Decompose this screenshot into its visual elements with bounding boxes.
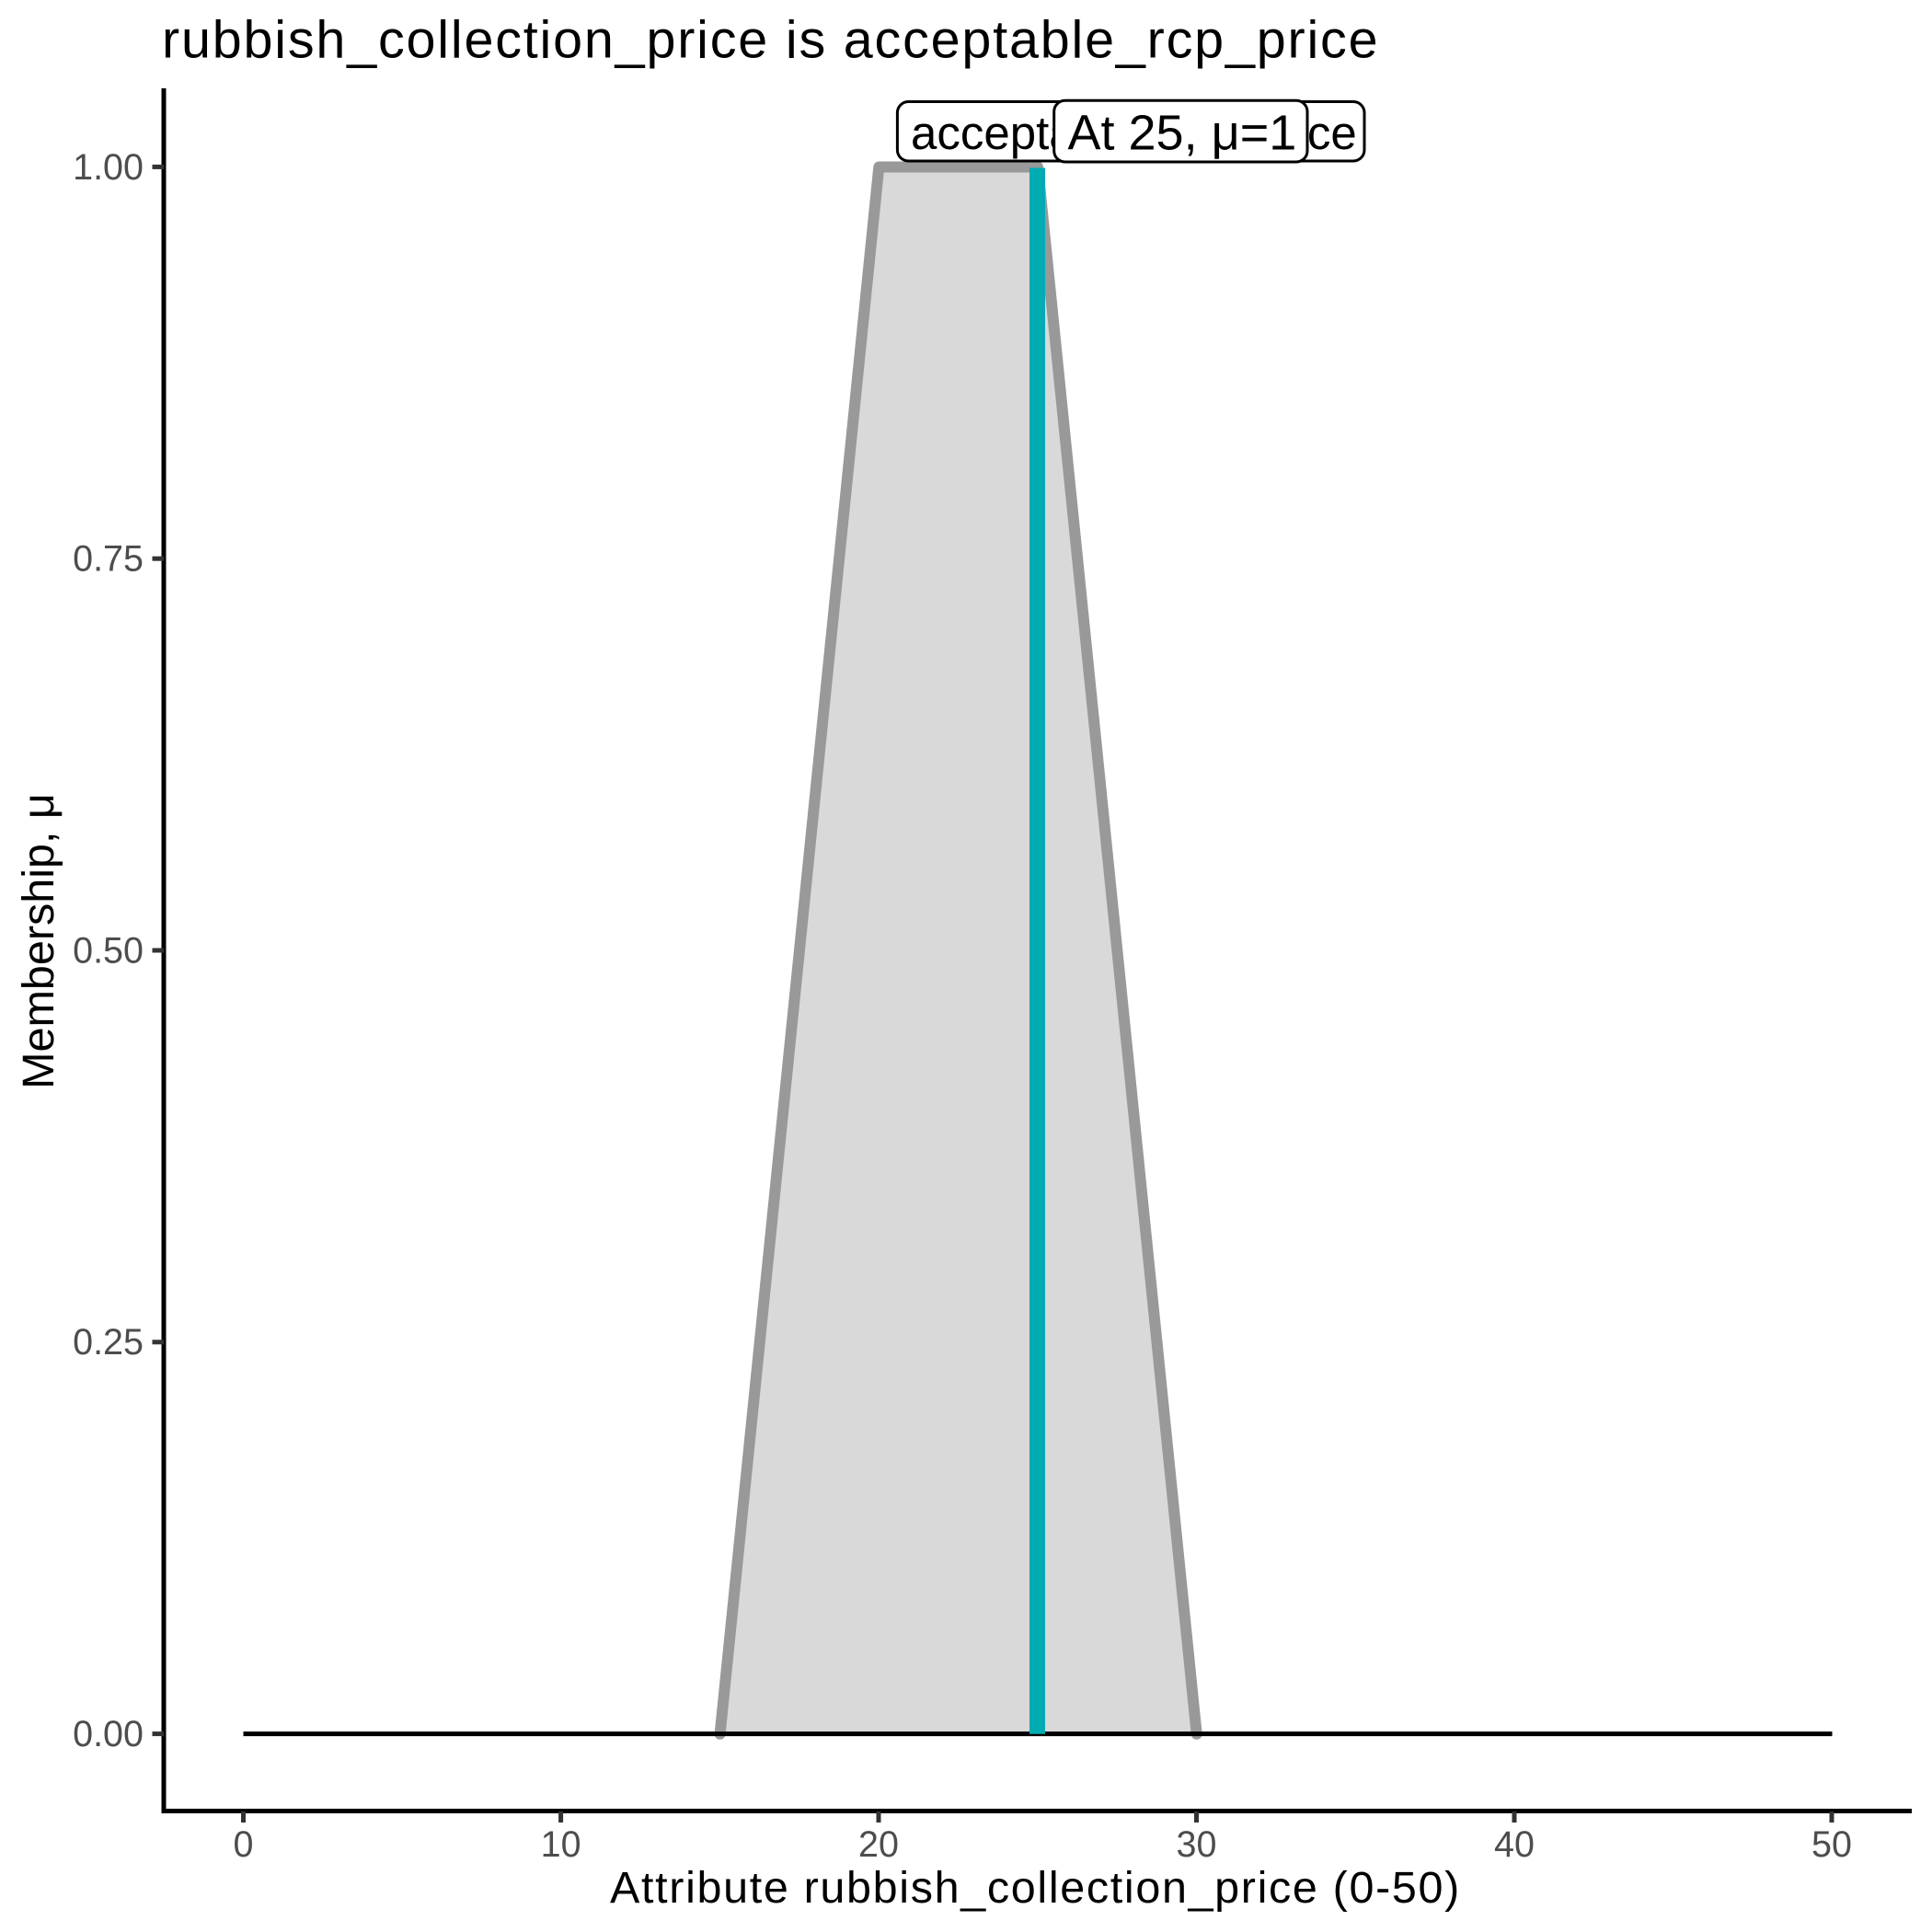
svg-text:20: 20: [858, 1824, 899, 1865]
svg-text:0.75: 0.75: [73, 539, 144, 580]
svg-text:0: 0: [234, 1824, 254, 1865]
svg-text:40: 40: [1494, 1824, 1535, 1865]
svg-text:30: 30: [1177, 1824, 1217, 1865]
svg-text:50: 50: [1811, 1824, 1852, 1865]
svg-text:At 25, μ=1: At 25, μ=1: [1068, 106, 1297, 161]
svg-text:0.50: 0.50: [73, 930, 144, 971]
svg-text:1.00: 1.00: [73, 147, 144, 188]
svg-text:0.25: 0.25: [73, 1322, 144, 1363]
svg-text:rubbish_collection_price is ac: rubbish_collection_price is acceptable_r…: [162, 11, 1379, 70]
svg-text:Attribute rubbish_collection_p: Attribute rubbish_collection_price (0-50…: [610, 1863, 1461, 1913]
svg-text:10: 10: [541, 1824, 581, 1865]
svg-text:Membership, μ: Membership, μ: [14, 793, 63, 1089]
svg-text:0.00: 0.00: [73, 1714, 144, 1754]
